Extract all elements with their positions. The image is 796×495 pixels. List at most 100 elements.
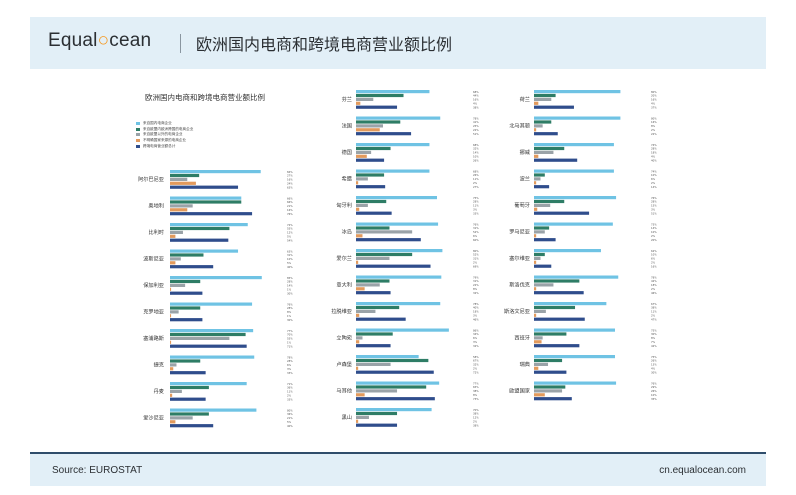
bar bbox=[534, 177, 541, 181]
country-group: 意大利 79%31%22%8%32% bbox=[336, 275, 479, 295]
bar bbox=[356, 230, 413, 234]
bar-value-label: 5% bbox=[287, 235, 292, 239]
bar-value-label: 24% bbox=[287, 182, 293, 186]
bar-value-label: 5% bbox=[287, 261, 292, 265]
bar-value-label: 77% bbox=[287, 329, 293, 333]
bar bbox=[356, 336, 363, 340]
legend-label: 来自欧盟以外的电商企业 bbox=[143, 132, 183, 137]
bar bbox=[534, 90, 621, 94]
bar-value-label: 68% bbox=[473, 90, 479, 94]
bar-value-label: 3% bbox=[473, 208, 478, 212]
bar-value-label: 42% bbox=[651, 344, 657, 348]
bar bbox=[356, 332, 393, 336]
bar bbox=[534, 355, 615, 359]
country-group: 卢森堡 58%67%32%2%72% bbox=[336, 355, 479, 375]
bar bbox=[534, 116, 621, 120]
bar-value-label: 67% bbox=[651, 302, 657, 306]
bar-value-label: 16% bbox=[287, 208, 293, 212]
bar bbox=[356, 385, 427, 389]
bar-value-label: 22% bbox=[651, 132, 657, 136]
bar-value-label: 55% bbox=[287, 337, 293, 341]
country-group: 匈牙利 75%28%11%3%33% bbox=[336, 196, 479, 216]
legend-swatch bbox=[136, 144, 140, 148]
bar-value-label: 6% bbox=[473, 234, 478, 238]
bar bbox=[170, 389, 182, 393]
bar bbox=[534, 309, 546, 313]
bar bbox=[534, 173, 545, 177]
country-label: 挪威 bbox=[520, 148, 531, 156]
bar bbox=[356, 249, 443, 253]
bar-value-label: 32% bbox=[473, 344, 479, 348]
bar-value-label: 3% bbox=[651, 208, 656, 212]
bar bbox=[356, 279, 390, 283]
bar-value-label: 51% bbox=[651, 211, 657, 215]
bar bbox=[534, 317, 585, 321]
bar-value-label: 21% bbox=[287, 416, 293, 420]
bar-value-label: 26% bbox=[651, 359, 657, 363]
equalocean-logo: Equal○cean bbox=[48, 30, 151, 52]
bar bbox=[356, 423, 398, 427]
bar bbox=[534, 211, 590, 215]
bar-value-label: 38% bbox=[473, 389, 479, 393]
country-group: 斯洛伐克 78%42%18%2%46% bbox=[509, 275, 657, 295]
bar-value-label: 55% bbox=[287, 227, 293, 231]
bar bbox=[534, 362, 549, 366]
bar bbox=[170, 310, 179, 314]
source-text: Source: EUROSTAT bbox=[52, 465, 143, 476]
country-group: 阿尔巴尼亚 84%27%16%24%63% bbox=[138, 170, 293, 190]
country-label: 斯洛伐克 bbox=[509, 281, 530, 289]
bar bbox=[534, 199, 565, 204]
bar-value-label: 1% bbox=[287, 314, 292, 318]
bar bbox=[170, 359, 201, 363]
bar bbox=[534, 222, 613, 226]
bar bbox=[170, 253, 204, 257]
bar bbox=[534, 124, 543, 128]
bar bbox=[170, 424, 214, 428]
bar bbox=[534, 143, 614, 147]
country-group: 保加利亚 85%28%14%1%30% bbox=[143, 276, 293, 296]
site-url: cn.equalocean.com bbox=[659, 465, 746, 476]
bar-value-label: 12% bbox=[287, 231, 293, 235]
bar-value-label: 21% bbox=[287, 204, 293, 208]
bar bbox=[170, 230, 183, 234]
bar-value-label: 86% bbox=[473, 328, 479, 332]
country-label: 德国 bbox=[342, 148, 352, 156]
bar-value-label: 10% bbox=[651, 230, 657, 234]
bar-value-label: 30% bbox=[287, 291, 293, 295]
country-group: 德国 68%32%14%10%26% bbox=[342, 143, 480, 163]
bar-value-label: 41% bbox=[473, 120, 479, 124]
country-label: 西班牙 bbox=[514, 334, 530, 342]
bar-value-label: 3% bbox=[473, 340, 478, 344]
bar bbox=[356, 226, 390, 230]
country-group: 塞浦路斯 77%70%55%1%71% bbox=[143, 329, 293, 349]
bar-value-label: 52% bbox=[473, 253, 479, 257]
bar-value-label: 10% bbox=[651, 173, 657, 177]
bar-value-label: 35% bbox=[651, 397, 657, 401]
bar bbox=[356, 196, 437, 200]
bar-value-label: 3% bbox=[473, 314, 478, 318]
bar bbox=[170, 393, 173, 397]
bar-value-label: 80% bbox=[651, 116, 657, 120]
bar bbox=[356, 389, 398, 393]
bar bbox=[170, 306, 201, 310]
country-label: 葡萄牙 bbox=[514, 201, 530, 209]
bar bbox=[170, 208, 188, 212]
bar-value-label: 78% bbox=[473, 302, 479, 306]
bar bbox=[534, 366, 539, 370]
legend-swatch bbox=[136, 122, 140, 126]
bar bbox=[170, 261, 176, 265]
bar-value-label: 40% bbox=[287, 265, 293, 269]
bar-value-label: 2% bbox=[651, 261, 656, 265]
bar bbox=[170, 185, 239, 189]
bar-value-label: 18% bbox=[651, 151, 657, 155]
bar bbox=[534, 146, 565, 151]
country-label: 北马其顿 bbox=[509, 122, 530, 130]
bar-value-label: 38% bbox=[651, 306, 657, 310]
bar-value-label: 60% bbox=[473, 238, 479, 242]
bar bbox=[356, 143, 430, 147]
bar bbox=[356, 358, 429, 363]
bar-value-label: 2% bbox=[473, 261, 478, 265]
bar bbox=[534, 279, 580, 283]
chart-title: 欧洲国内电商和跨境电商营业额比例 bbox=[145, 93, 265, 102]
